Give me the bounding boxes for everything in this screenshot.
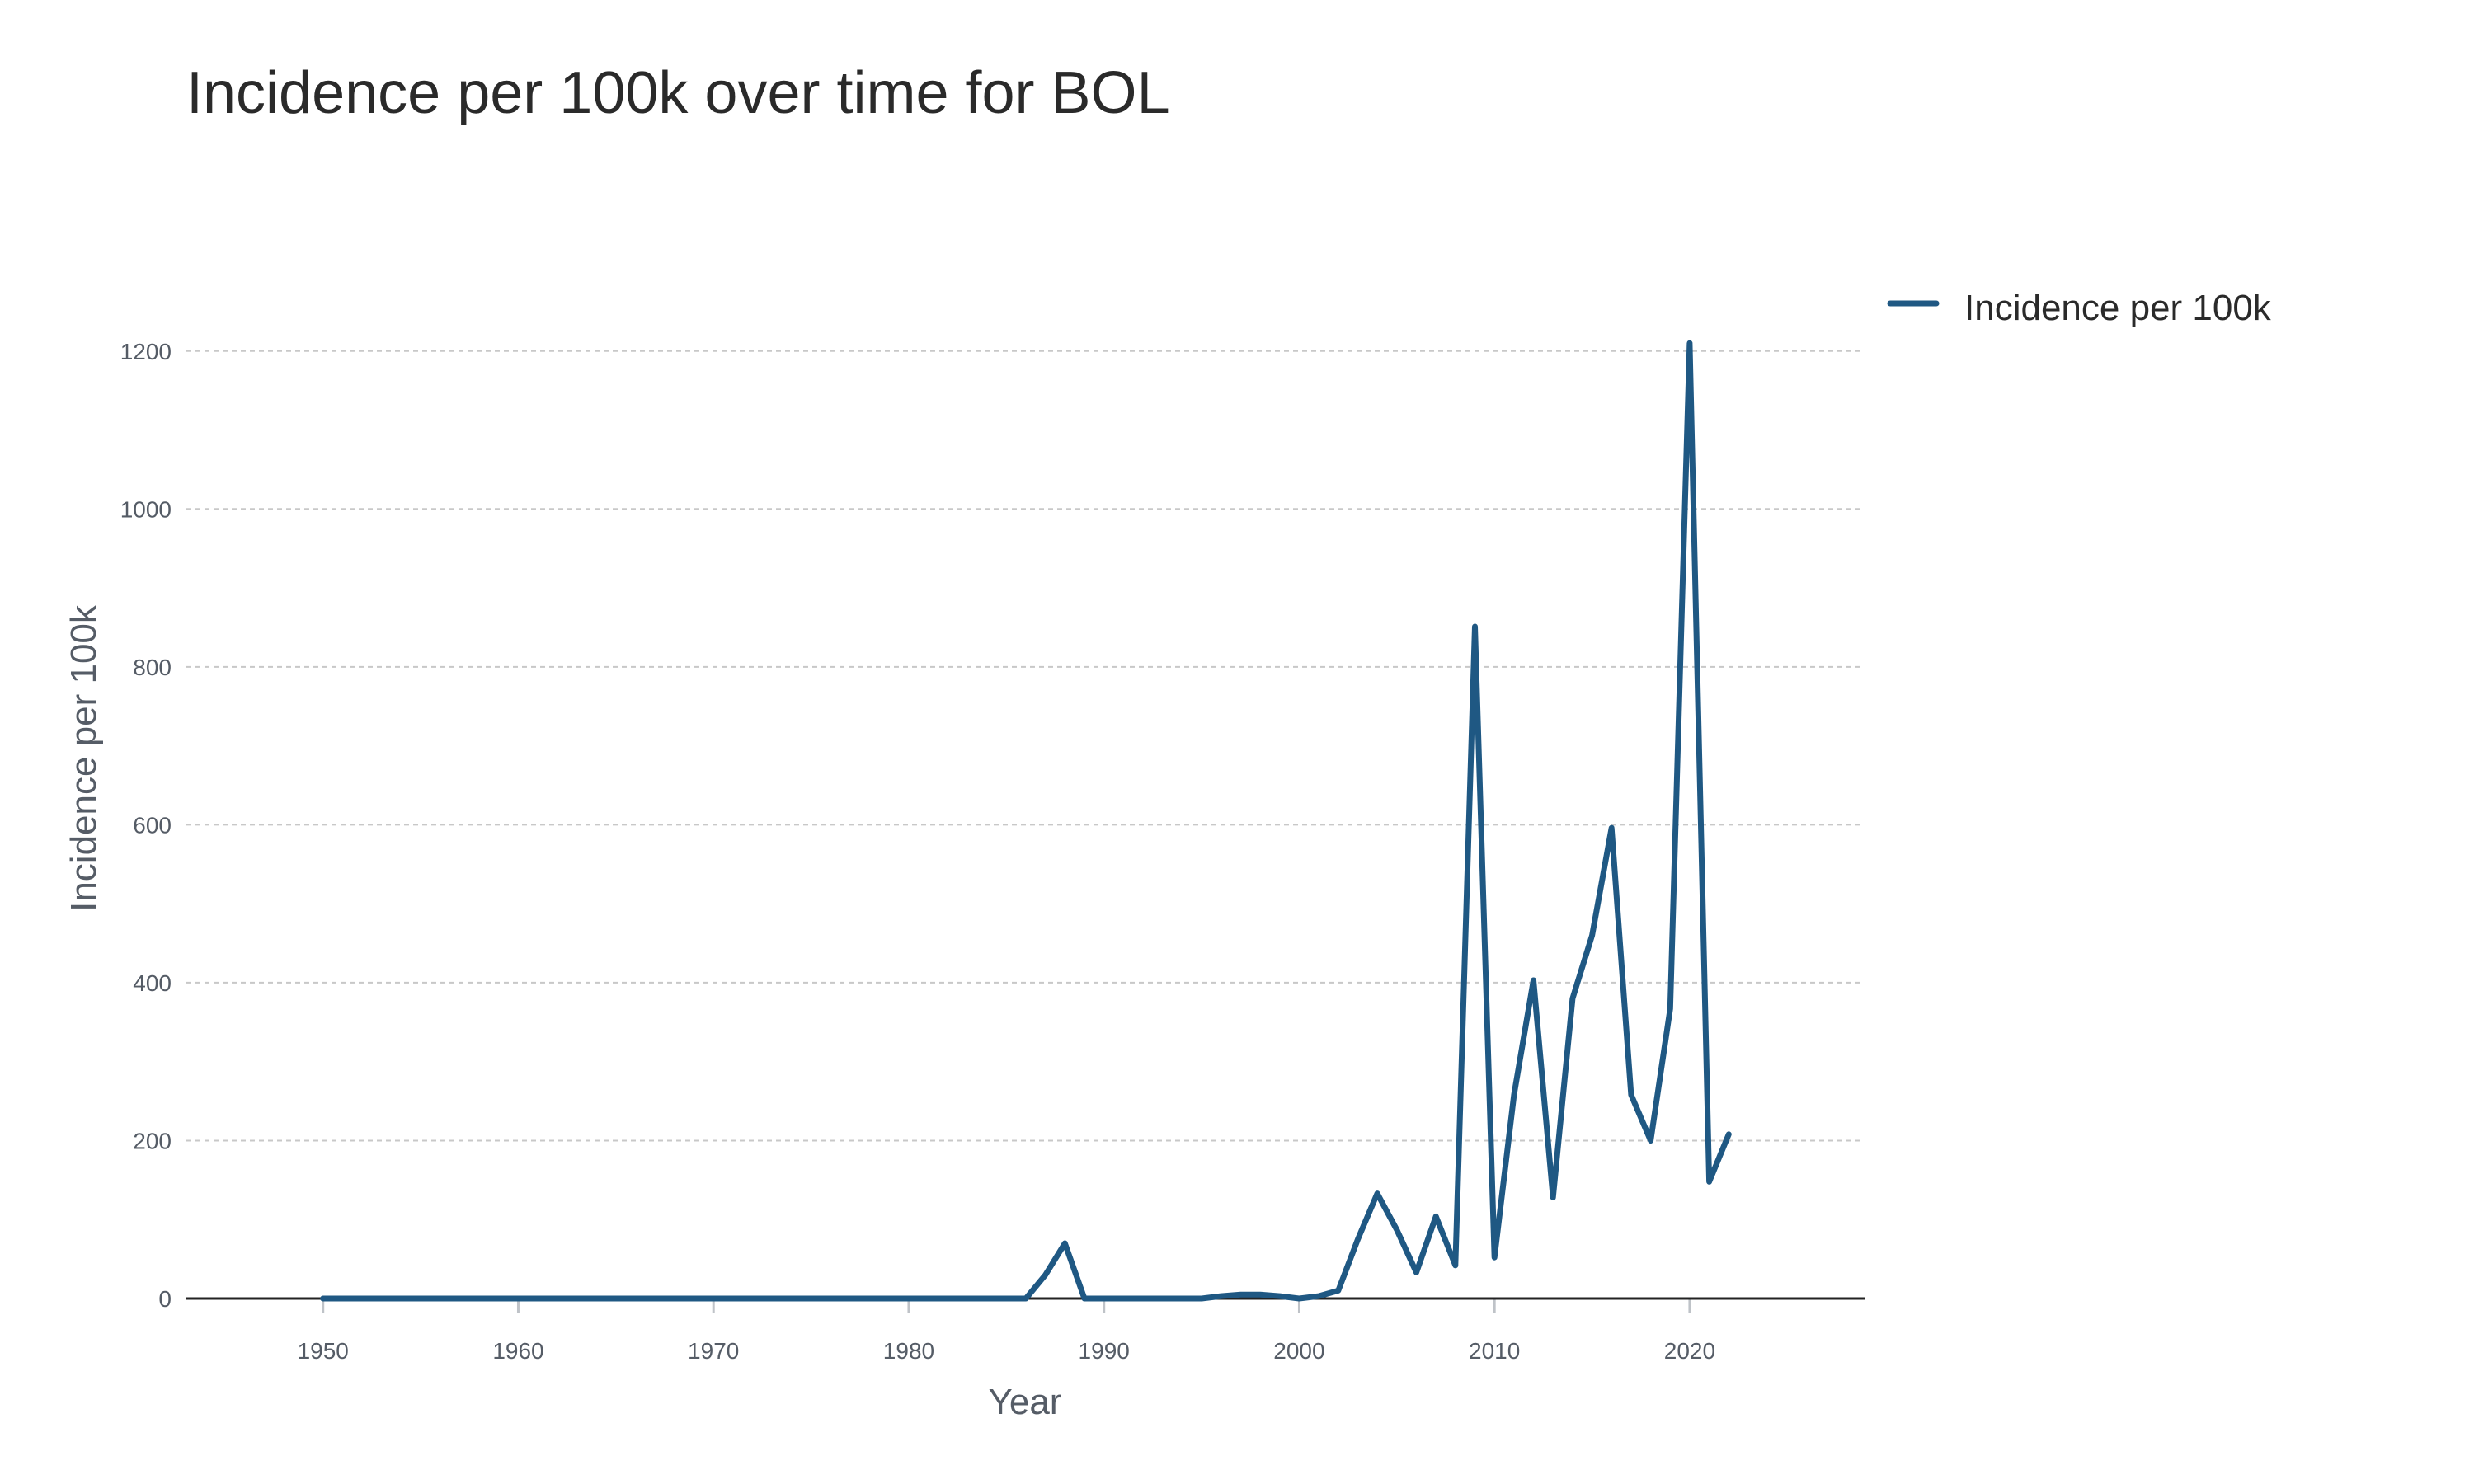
x-tick-label: 2020 xyxy=(1664,1338,1715,1364)
x-axis: 1950 1960 1970 1980 1990 2000 2010 2020 xyxy=(186,1297,1865,1364)
x-tick-label: 2010 xyxy=(1469,1338,1520,1364)
y-tick-label: 1200 xyxy=(120,339,172,364)
legend[interactable]: Incidence per 100k xyxy=(1887,288,2272,328)
y-gridlines xyxy=(186,350,1865,1142)
y-axis: 0 200 400 600 800 1000 1200 xyxy=(120,339,172,1312)
series-line xyxy=(320,340,1732,1302)
x-tick-label: 1970 xyxy=(688,1338,739,1364)
x-tick-label: 2000 xyxy=(1273,1338,1324,1364)
legend-label: Incidence per 100k xyxy=(1964,288,2272,328)
x-tick-label: 1960 xyxy=(492,1338,543,1364)
chart-title: Incidence per 100k over time for BOL xyxy=(186,60,1170,126)
x-tick-label: 1990 xyxy=(1079,1338,1130,1364)
x-axis-title: Year xyxy=(989,1382,1062,1422)
y-tick-label: 1000 xyxy=(120,496,172,522)
y-tick-label: 800 xyxy=(133,655,172,680)
y-axis-title: Incidence per 100k xyxy=(63,604,104,912)
x-tick-label: 1950 xyxy=(298,1338,349,1364)
series-layer xyxy=(320,340,1732,1302)
y-tick-label: 0 xyxy=(158,1286,172,1312)
y-tick-label: 200 xyxy=(133,1128,172,1153)
y-tick-label: 400 xyxy=(133,970,172,996)
x-tick-label: 1980 xyxy=(883,1338,934,1364)
y-tick-label: 600 xyxy=(133,812,172,838)
